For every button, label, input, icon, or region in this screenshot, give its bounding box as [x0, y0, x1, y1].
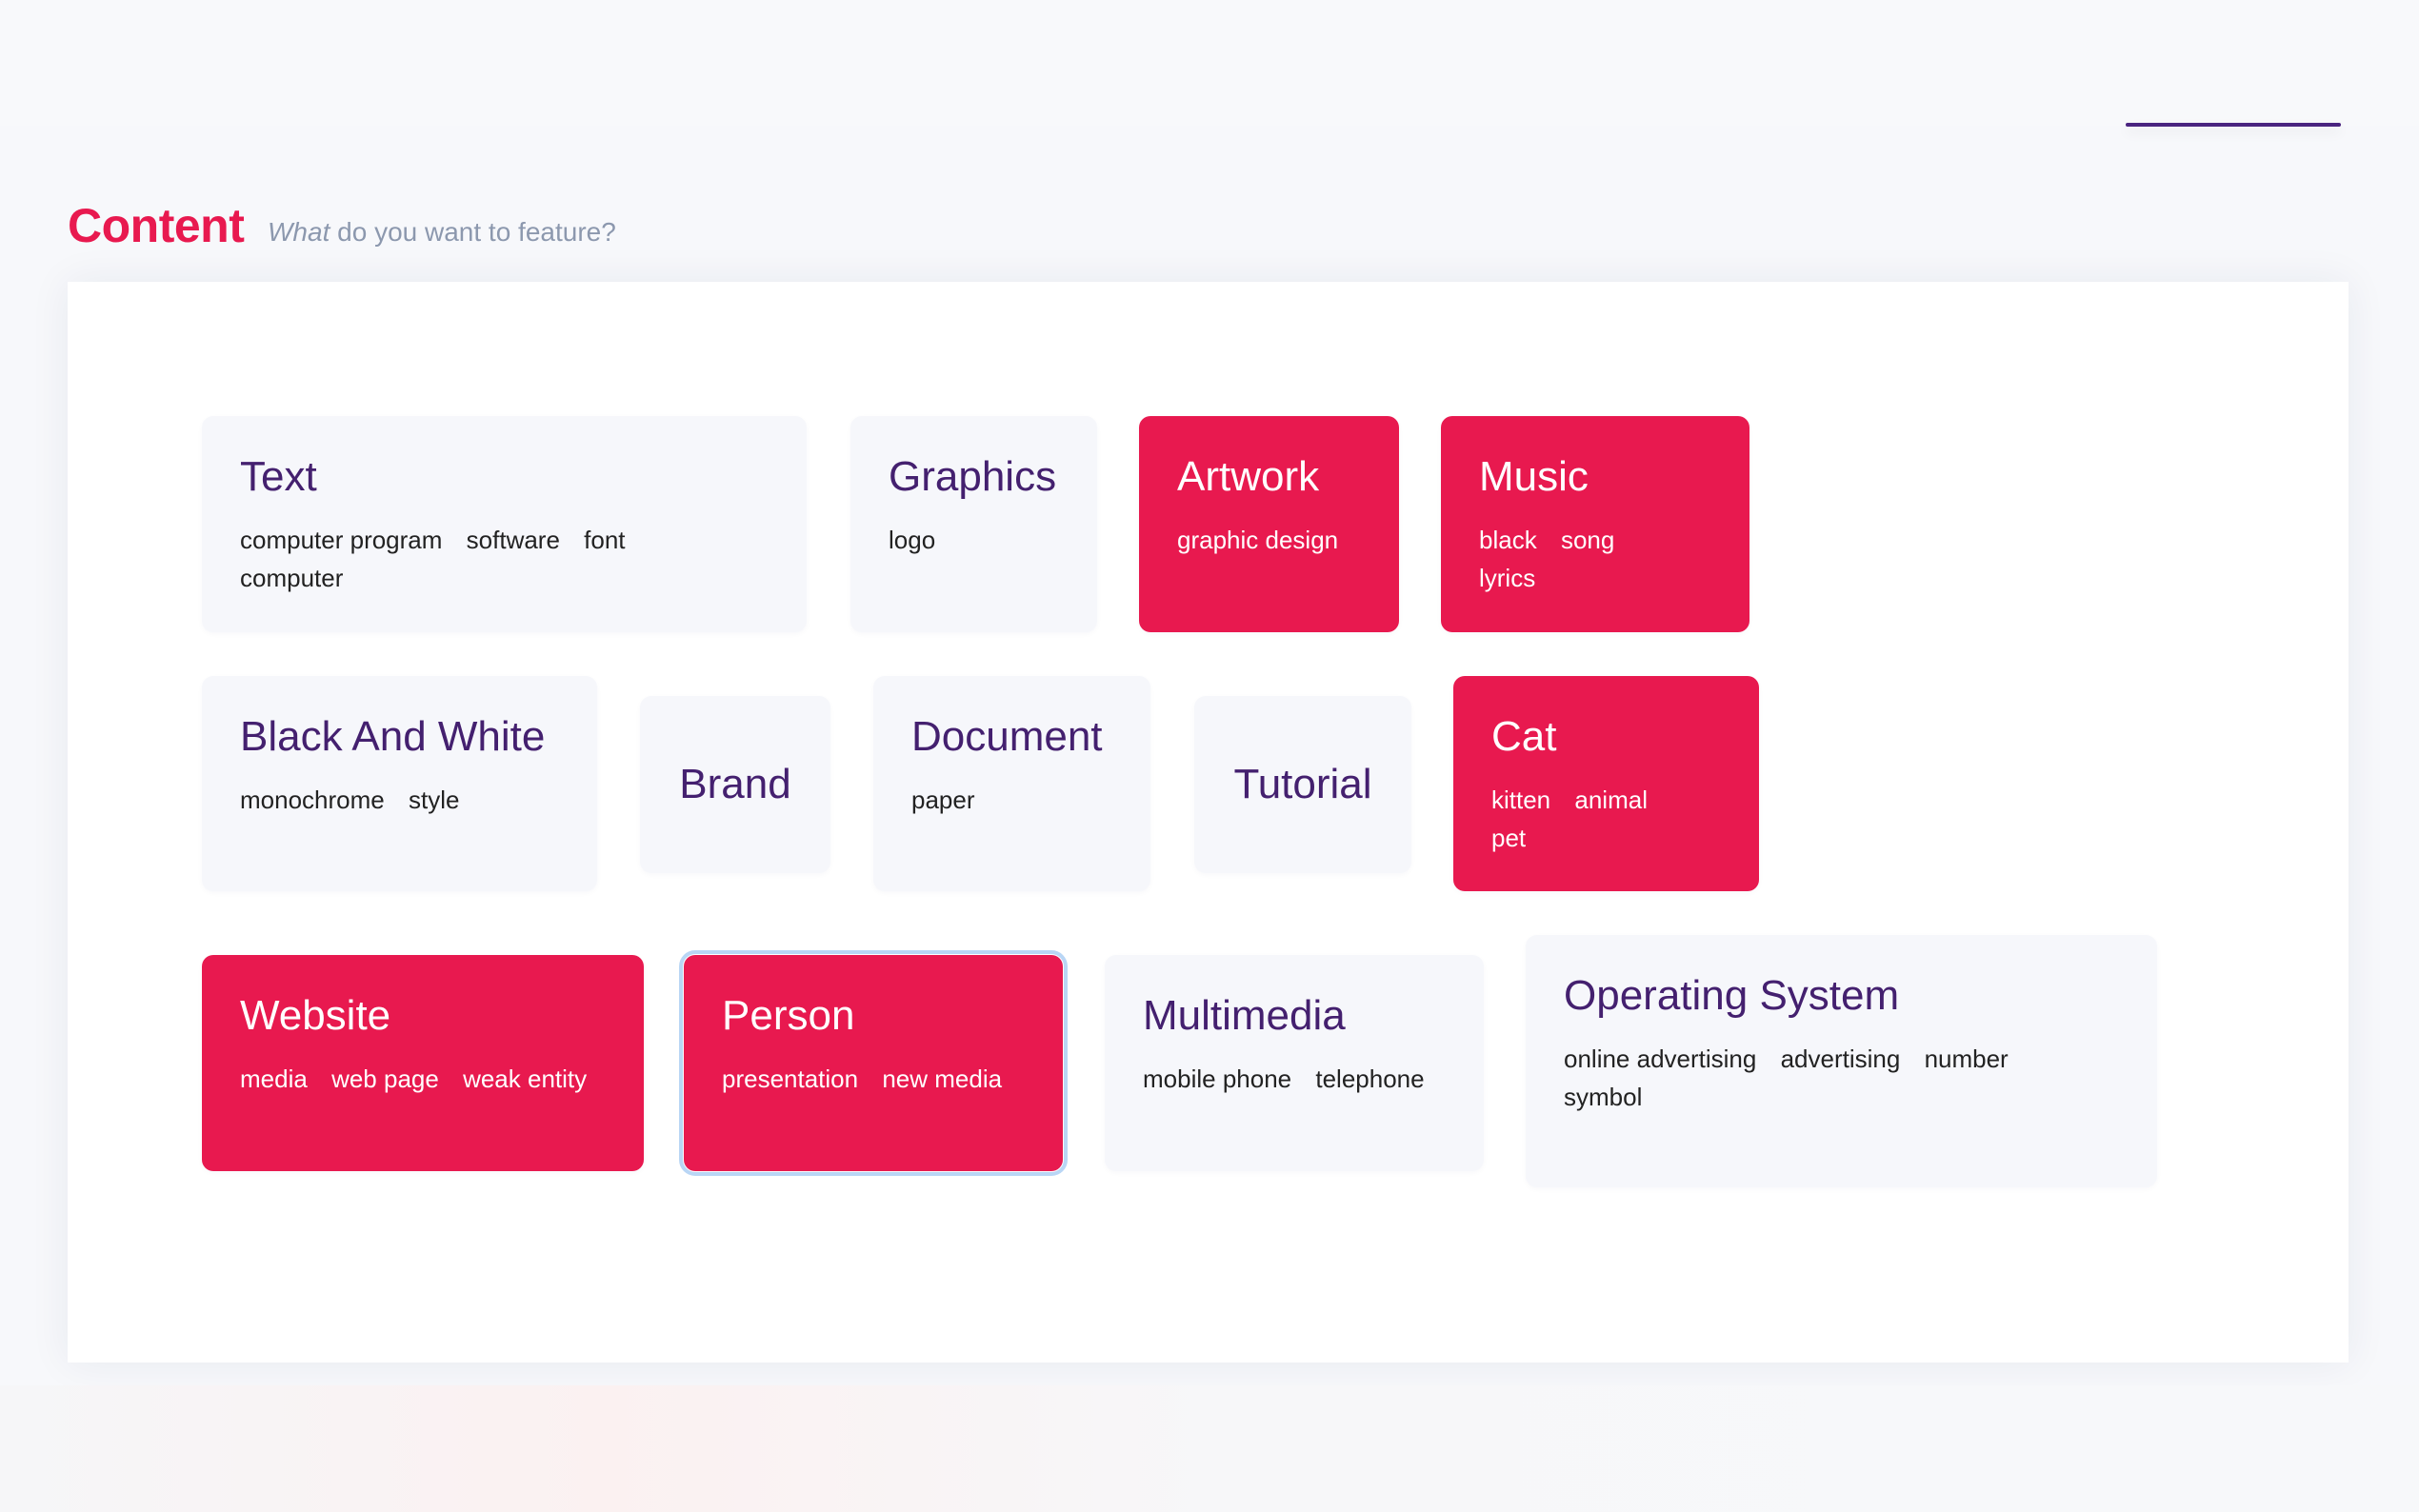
card-tag: style: [408, 786, 460, 814]
content-card-person[interactable]: Person presentation new media: [679, 950, 1068, 1176]
card-tag: pet: [1491, 824, 1527, 852]
card-title: Multimedia: [1143, 992, 1346, 1039]
card-tags: mobile phone telephone: [1143, 1060, 1446, 1098]
page-title: Content: [68, 199, 245, 252]
content-card-tutorial[interactable]: Tutorial: [1194, 696, 1411, 873]
card-tag: web page: [331, 1064, 439, 1093]
content-card-multimedia[interactable]: Multimedia mobile phone telephone: [1105, 955, 1484, 1171]
card-tag: media: [240, 1064, 308, 1093]
content-card-document[interactable]: Document paper: [873, 676, 1150, 891]
card-tag: font: [584, 526, 626, 554]
card-title: Person: [722, 992, 855, 1039]
card-tag: lyrics: [1479, 564, 1536, 592]
card-title: Brand: [679, 761, 791, 807]
content-card-cat[interactable]: Cat kitten animal pet: [1453, 676, 1759, 891]
content-card-text[interactable]: Text computer program software font compu…: [202, 416, 807, 632]
card-tag: logo: [889, 526, 936, 554]
subtitle-text: do you want to feature?: [330, 217, 616, 247]
content-card-website[interactable]: Website media web page weak entity: [202, 955, 644, 1171]
card-tag: graphic design: [1177, 526, 1339, 554]
content-card-music[interactable]: Music black song lyrics: [1441, 416, 1749, 632]
card-title: Operating System: [1564, 972, 1900, 1019]
card-tags: presentation new media: [722, 1060, 1025, 1098]
card-title: Music: [1479, 453, 1589, 500]
card-tag: symbol: [1564, 1083, 1643, 1111]
card-tag: advertising: [1780, 1044, 1901, 1073]
card-tag: black: [1479, 526, 1537, 554]
card-tag: number: [1924, 1044, 2009, 1073]
content-card-black-and-white[interactable]: Black And White monochrome style: [202, 676, 597, 891]
card-tags: paper: [911, 781, 1112, 819]
card-tags: black song lyrics: [1479, 521, 1711, 597]
card-tag: software: [466, 526, 560, 554]
card-title: Website: [240, 992, 391, 1039]
card-tag: mobile phone: [1143, 1064, 1292, 1093]
card-title: Cat: [1491, 713, 1557, 760]
card-tag: kitten: [1491, 786, 1551, 814]
card-tags: online advertising advertising number sy…: [1564, 1040, 2119, 1116]
card-title: Document: [911, 713, 1103, 760]
card-tag: animal: [1574, 786, 1648, 814]
card-tag: song: [1560, 526, 1615, 554]
card-tags: computer program software font computer: [240, 521, 769, 597]
card-title: Text: [240, 453, 317, 500]
card-tag: paper: [911, 786, 975, 814]
card-tags: media web page weak entity: [240, 1060, 606, 1098]
content-card-brand[interactable]: Brand: [640, 696, 830, 873]
card-tag: weak entity: [463, 1064, 588, 1093]
card-tag: online advertising: [1564, 1044, 1757, 1073]
card-tag: computer program: [240, 526, 443, 554]
card-tags: logo: [889, 521, 1059, 559]
card-tag: monochrome: [240, 786, 385, 814]
footer-band: [0, 1385, 2419, 1512]
card-title: Tutorial: [1233, 761, 1372, 807]
card-title: Artwork: [1177, 453, 1320, 500]
card-tags: monochrome style: [240, 781, 559, 819]
content-card-graphics[interactable]: Graphics logo: [850, 416, 1097, 632]
card-tag: computer: [240, 564, 344, 592]
content-card-operating-system[interactable]: Operating System online advertising adver…: [1526, 935, 2157, 1187]
card-tag: presentation: [722, 1064, 859, 1093]
top-bar: [0, 0, 2419, 126]
active-nav-indicator: [2126, 123, 2341, 127]
page-subtitle: What do you want to feature?: [268, 217, 616, 248]
card-tag: telephone: [1315, 1064, 1425, 1093]
card-title: Black And White: [240, 713, 546, 760]
content-card-artwork[interactable]: Artwork graphic design: [1139, 416, 1399, 632]
card-title: Graphics: [889, 453, 1057, 500]
subtitle-emphasis: What: [268, 217, 330, 247]
card-tag: new media: [882, 1064, 1003, 1093]
card-tags: kitten animal pet: [1491, 781, 1721, 857]
card-tags: graphic design: [1177, 521, 1361, 559]
